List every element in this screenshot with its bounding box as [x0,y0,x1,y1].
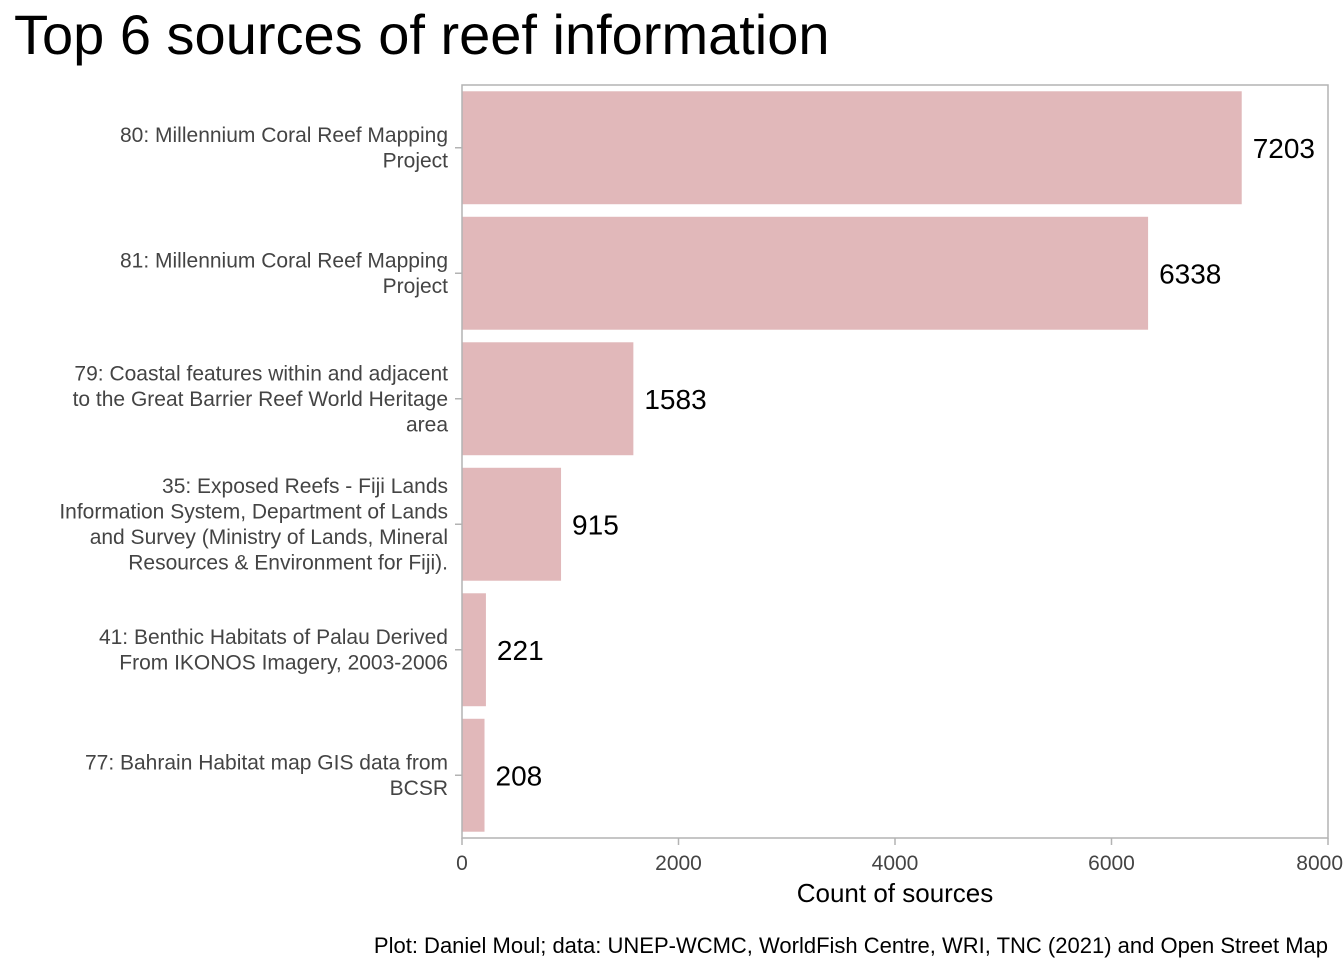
category-label-line: and Survey (Ministry of Lands, Mineral [90,526,448,549]
x-tick-label-2: 4000 [872,852,919,875]
category-label-line: 77: Bahrain Habitat map GIS data from [85,752,448,775]
chart-title: Top 6 sources of reef information [14,3,830,66]
value-labels: 7203 6338 1583 915 221 208 [496,133,1316,792]
value-label-0: 7203 [1253,133,1315,164]
category-label-5: 77: Bahrain Habitat map GIS data from BCS… [85,752,448,801]
category-label-line: 41: Benthic Habitats of Palau Derived [99,626,448,649]
x-axis-title: Count of sources [797,878,994,908]
axis-ticks: 0 2000 4000 6000 8000 [455,147,1343,875]
category-label-1: 81: Millennium Coral Reef Mapping Project [120,250,448,299]
category-label-line: From IKONOS Imagery, 2003-2006 [119,652,448,675]
x-tick-label-3: 6000 [1088,852,1135,875]
category-label-line: Information System, Department of Lands [59,501,448,524]
x-tick-label-1: 2000 [655,852,702,875]
category-label-4: 41: Benthic Habitats of Palau Derived Fro… [99,626,448,675]
category-label-line: Project [383,150,449,173]
chart-caption: Plot: Daniel Moul; data: UNEP-WCMC, Worl… [373,933,1328,958]
value-label-2: 1583 [644,384,706,415]
category-label-line: to the Great Barrier Reef World Heritage [73,388,448,411]
category-label-line: BCSR [390,777,448,800]
value-label-4: 221 [497,635,544,666]
bar-0 [462,91,1242,205]
category-label-3: 35: Exposed Reefs - Fiji Lands Informatio… [59,475,448,575]
value-label-5: 208 [496,760,543,791]
category-label-line: area [406,413,448,436]
value-label-1: 6338 [1159,258,1221,289]
category-label-2: 79: Coastal features within and adjacent… [73,362,449,436]
category-label-line: 81: Millennium Coral Reef Mapping [120,250,448,273]
category-labels: 80: Millennium Coral Reef Mapping Project… [59,124,448,800]
category-label-line: Resources & Environment for Fiji). [128,552,448,575]
bars-layer [462,91,1242,832]
x-tick-label-0: 0 [456,852,468,875]
category-label-line: 80: Millennium Coral Reef Mapping [120,124,448,147]
x-tick-label-4: 8000 [1296,852,1343,875]
category-label-line: 79: Coastal features within and adjacent [74,362,448,385]
bar-3 [462,467,562,581]
category-label-line: Project [383,275,449,298]
bar-1 [462,216,1149,330]
category-label-0: 80: Millennium Coral Reef Mapping Project [120,124,448,173]
value-label-3: 915 [572,509,619,540]
bar-4 [462,593,486,707]
bar-2 [462,342,634,456]
bar-5 [462,718,485,832]
category-label-line: 35: Exposed Reefs - Fiji Lands [162,475,448,498]
